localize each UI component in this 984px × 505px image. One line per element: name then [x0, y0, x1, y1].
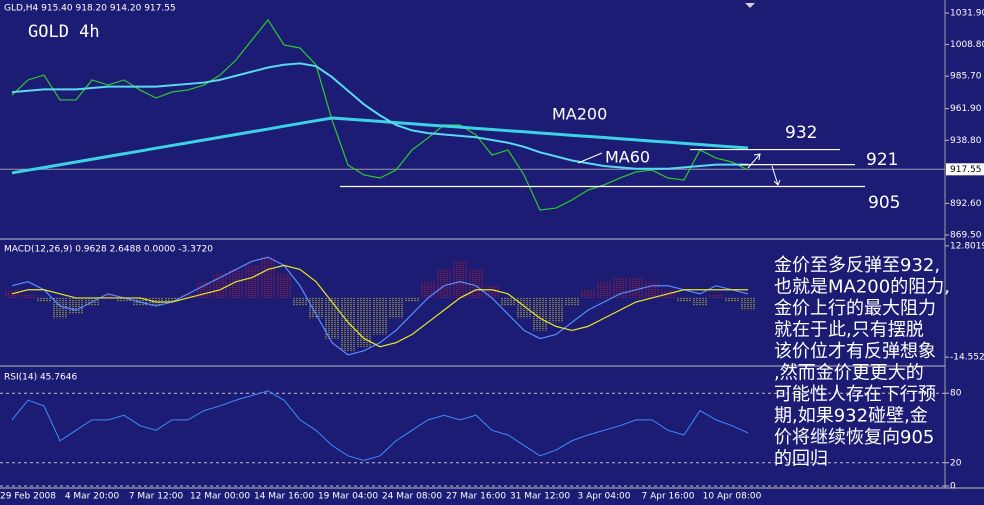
chart-title: GOLD 4h [28, 22, 100, 42]
y-tick-label: 12.8019 [950, 241, 984, 251]
moving-average [11, 62, 748, 170]
commentary: ,然而金价更更大的 [774, 363, 924, 384]
y-tick-label: 1008.80 [950, 40, 984, 50]
y-tick-label: 892.60 [950, 199, 982, 209]
commentary: 期,如果932碰壁,金 [774, 406, 928, 427]
macd-header: MACD(12,26,9) 0.9628 2.6488 0.0000 -3.37… [4, 245, 213, 255]
x-tick-label: 7 Mar 12:00 [129, 492, 184, 502]
y-tick-label: 961.90 [950, 104, 982, 114]
rsi-line [11, 390, 749, 462]
x-tick-label: 4 Mar 20:00 [65, 492, 120, 502]
commentary: 该价位才有反弹想象 [774, 341, 936, 362]
x-tick-label: 24 Mar 08:00 [382, 492, 442, 502]
level-label: 905 [868, 193, 900, 213]
y-tick-label: 0 [950, 482, 956, 492]
x-tick-label: 29 Feb 2008 [0, 492, 56, 502]
y-tick-label: 80 [950, 389, 962, 399]
y-tick-label: 869.50 [950, 230, 982, 240]
commentary: 的回归 [774, 449, 828, 470]
current-price-label: 917.55 [950, 165, 982, 175]
x-tick-label: 7 Apr 16:00 [642, 492, 695, 502]
symbol-header: GLD,H4 915.40 918.20 914.20 917.55 [4, 4, 176, 14]
x-tick-label: 14 Mar 16:00 [254, 492, 314, 502]
commentary: 价将继续恢复向905 [774, 427, 934, 448]
arrow [771, 165, 781, 186]
series-label: MA200 [552, 105, 607, 124]
commentary: 可能性人存在下行预 [774, 384, 936, 405]
x-tick-label: 3 Apr 04:00 [578, 492, 631, 502]
leader [577, 152, 603, 164]
series-label: MA60 [605, 148, 650, 167]
x-tick-label: 10 Apr 08:00 [703, 492, 762, 502]
x-tick-label: 12 Mar 00:00 [190, 492, 250, 502]
macd-line [11, 256, 749, 356]
x-tick-label: 31 Mar 12:00 [510, 492, 570, 502]
x-tick-label: 27 Mar 16:00 [446, 492, 506, 502]
y-tick-label: 938.80 [950, 136, 982, 146]
x-tick-label: 19 Mar 04:00 [318, 492, 378, 502]
commentary: 就在于此,只有摆脱 [774, 320, 924, 341]
current-price-box [946, 163, 984, 176]
level-label: 932 [785, 123, 817, 143]
moving-average [11, 116, 749, 175]
signal-line [11, 264, 748, 348]
y-tick-label: 1031.90 [950, 8, 984, 18]
scroll-marker [745, 3, 755, 8]
y-tick-label: 20 [950, 458, 962, 468]
commentary: 金价上行的最大阻力 [774, 298, 936, 319]
arrow [747, 153, 761, 169]
rsi-header: RSI(14) 45.7646 [4, 373, 77, 383]
y-tick-label: -14.552 [950, 353, 984, 363]
commentary: 也就是MA200的阻力, [774, 277, 950, 298]
commentary: 金价至多反弹至932, [774, 255, 940, 276]
level-label: 921 [866, 150, 898, 170]
y-tick-label: 985.70 [950, 72, 982, 82]
